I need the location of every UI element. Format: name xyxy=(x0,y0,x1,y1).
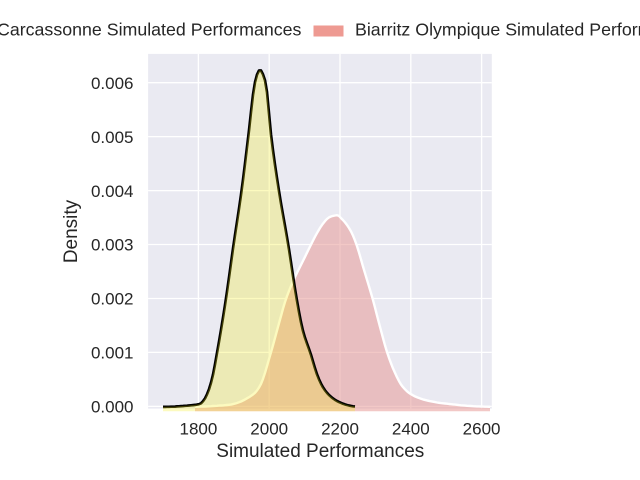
svg-text:2400: 2400 xyxy=(392,420,430,439)
svg-text:2600: 2600 xyxy=(463,420,501,439)
svg-text:Carcassonne Simulated Performa: Carcassonne Simulated Performances xyxy=(0,20,302,40)
svg-text:Density: Density xyxy=(61,199,82,263)
svg-text:1800: 1800 xyxy=(179,420,217,439)
svg-text:0.001: 0.001 xyxy=(91,344,134,363)
svg-text:Biarritz Olympique Simulated P: Biarritz Olympique Simulated Performance… xyxy=(355,20,640,40)
svg-text:0.003: 0.003 xyxy=(91,236,134,255)
svg-text:0.004: 0.004 xyxy=(91,182,134,201)
svg-text:0.002: 0.002 xyxy=(91,290,134,309)
svg-text:0.006: 0.006 xyxy=(91,74,134,93)
svg-text:2000: 2000 xyxy=(250,420,288,439)
svg-text:2200: 2200 xyxy=(321,420,359,439)
svg-text:0.005: 0.005 xyxy=(91,128,134,147)
svg-text:0.000: 0.000 xyxy=(91,398,134,417)
svg-text:Simulated Performances: Simulated Performances xyxy=(216,441,424,462)
